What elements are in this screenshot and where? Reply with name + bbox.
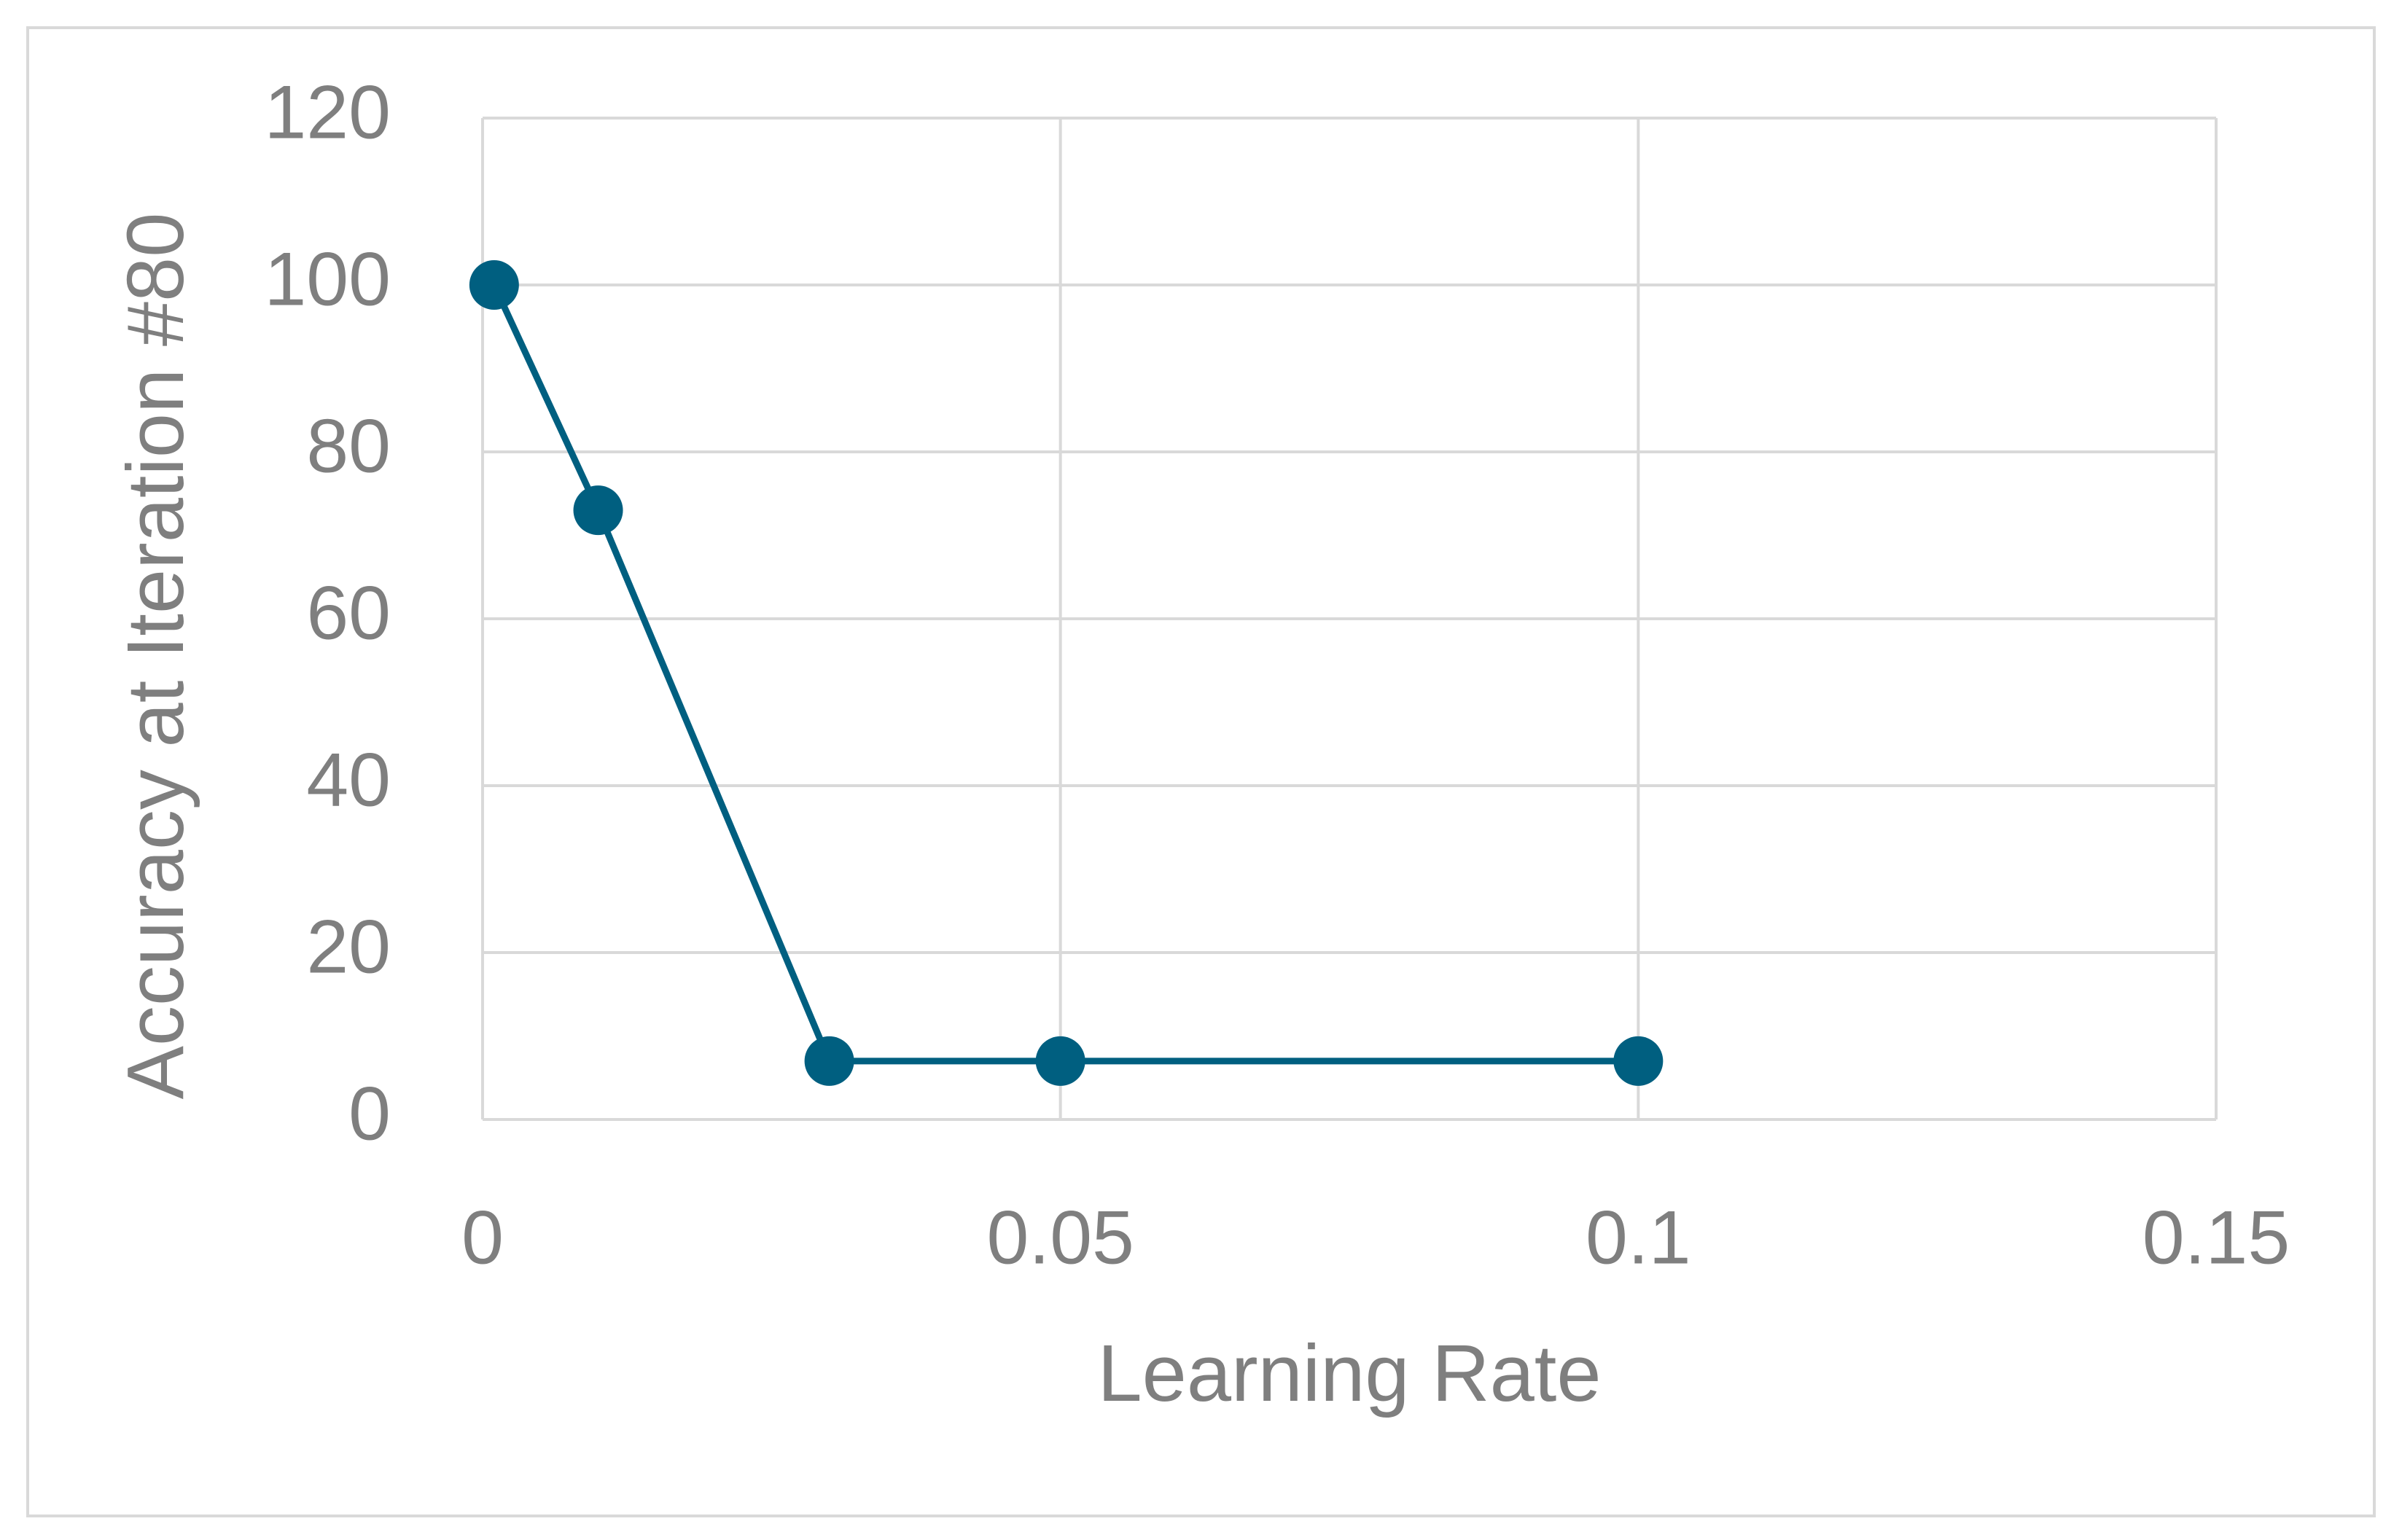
y-tick-label: 100: [264, 237, 391, 321]
y-tick-label: 120: [264, 70, 391, 155]
data-point: [804, 1036, 854, 1086]
x-tick-label: 0.1: [1586, 1195, 1691, 1280]
y-tick-label: 80: [306, 404, 391, 488]
data-point: [469, 260, 519, 310]
data-point: [573, 485, 623, 536]
data-point: [1035, 1036, 1085, 1086]
y-tick-label: 0: [348, 1071, 391, 1156]
x-tick-label: 0.15: [2142, 1195, 2290, 1280]
x-axis-title: Learning Rate: [1097, 1329, 1601, 1418]
x-tick-label: 0: [461, 1195, 504, 1280]
chart-border: [26, 26, 2376, 1517]
y-tick-label: 40: [306, 738, 391, 822]
y-tick-label: 60: [306, 571, 391, 655]
y-tick-label: 20: [306, 904, 391, 989]
y-axis-title: Accuracy at Iteration #80: [111, 213, 200, 1100]
data-point: [1613, 1036, 1664, 1086]
x-tick-label: 0.05: [986, 1195, 1134, 1280]
